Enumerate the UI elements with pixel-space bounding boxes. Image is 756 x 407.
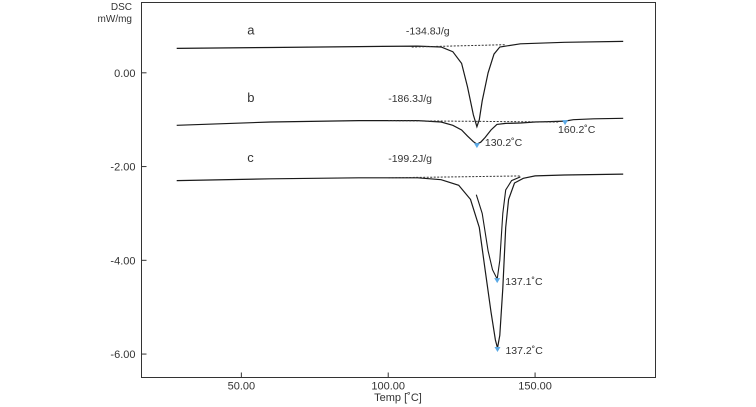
peak-marker bbox=[494, 346, 501, 352]
peak-marker bbox=[473, 143, 480, 149]
curve-label-a: a bbox=[247, 22, 255, 37]
y-tick-label: -2.00 bbox=[110, 162, 135, 174]
series-layer: a -134.8J/g b -186.3J/g 130.2˚C 160.2˚C c -199.… bbox=[176, 22, 624, 357]
peak-label: 160.2˚C bbox=[558, 124, 596, 136]
x-axis: 50.00 100.00 150.00 Temp [˚C] bbox=[228, 372, 552, 404]
curve-a bbox=[176, 40, 624, 129]
series-a: a -134.8J/g bbox=[176, 22, 624, 129]
peak-marker bbox=[562, 120, 569, 126]
peak-marker bbox=[494, 278, 501, 284]
curve-b bbox=[176, 117, 624, 145]
y-tick-label: 0.00 bbox=[114, 68, 135, 80]
curve-label-b: b bbox=[247, 90, 254, 105]
peak-label: 137.2˚C bbox=[505, 345, 543, 357]
series-b: b -186.3J/g 130.2˚C 160.2˚C bbox=[176, 90, 624, 149]
y-axis-label-line1: DSC bbox=[111, 2, 132, 13]
y-axis: DSC mW/mg 0.00 -2.00 -4.00 -6.00 bbox=[98, 2, 147, 361]
plot-frame bbox=[141, 2, 656, 378]
y-tick-label: -6.00 bbox=[110, 349, 135, 361]
x-axis-label: Temp [˚C] bbox=[374, 392, 422, 404]
baseline-b bbox=[388, 120, 559, 123]
enthalpy-label-c: -199.2J/g bbox=[388, 153, 432, 165]
x-tick-label: 100.00 bbox=[371, 381, 405, 393]
enthalpy-label-b: -186.3J/g bbox=[388, 93, 432, 105]
baseline-a bbox=[411, 44, 506, 48]
x-tick-label: 150.00 bbox=[518, 381, 552, 393]
y-axis-label-line2: mW/mg bbox=[98, 14, 132, 25]
curve-c-inner bbox=[475, 176, 521, 281]
series-c: c -199.2J/g 137.1˚C 137.2˚C bbox=[176, 150, 624, 357]
curve-label-c: c bbox=[247, 150, 254, 165]
y-tick-label: -4.00 bbox=[110, 255, 135, 267]
peak-label: 137.1˚C bbox=[505, 276, 543, 288]
x-tick-label: 50.00 bbox=[228, 381, 256, 393]
enthalpy-label-a: -134.8J/g bbox=[406, 25, 450, 37]
baseline-c bbox=[388, 175, 521, 179]
curve-c bbox=[176, 173, 624, 349]
peak-label: 130.2˚C bbox=[485, 137, 523, 149]
